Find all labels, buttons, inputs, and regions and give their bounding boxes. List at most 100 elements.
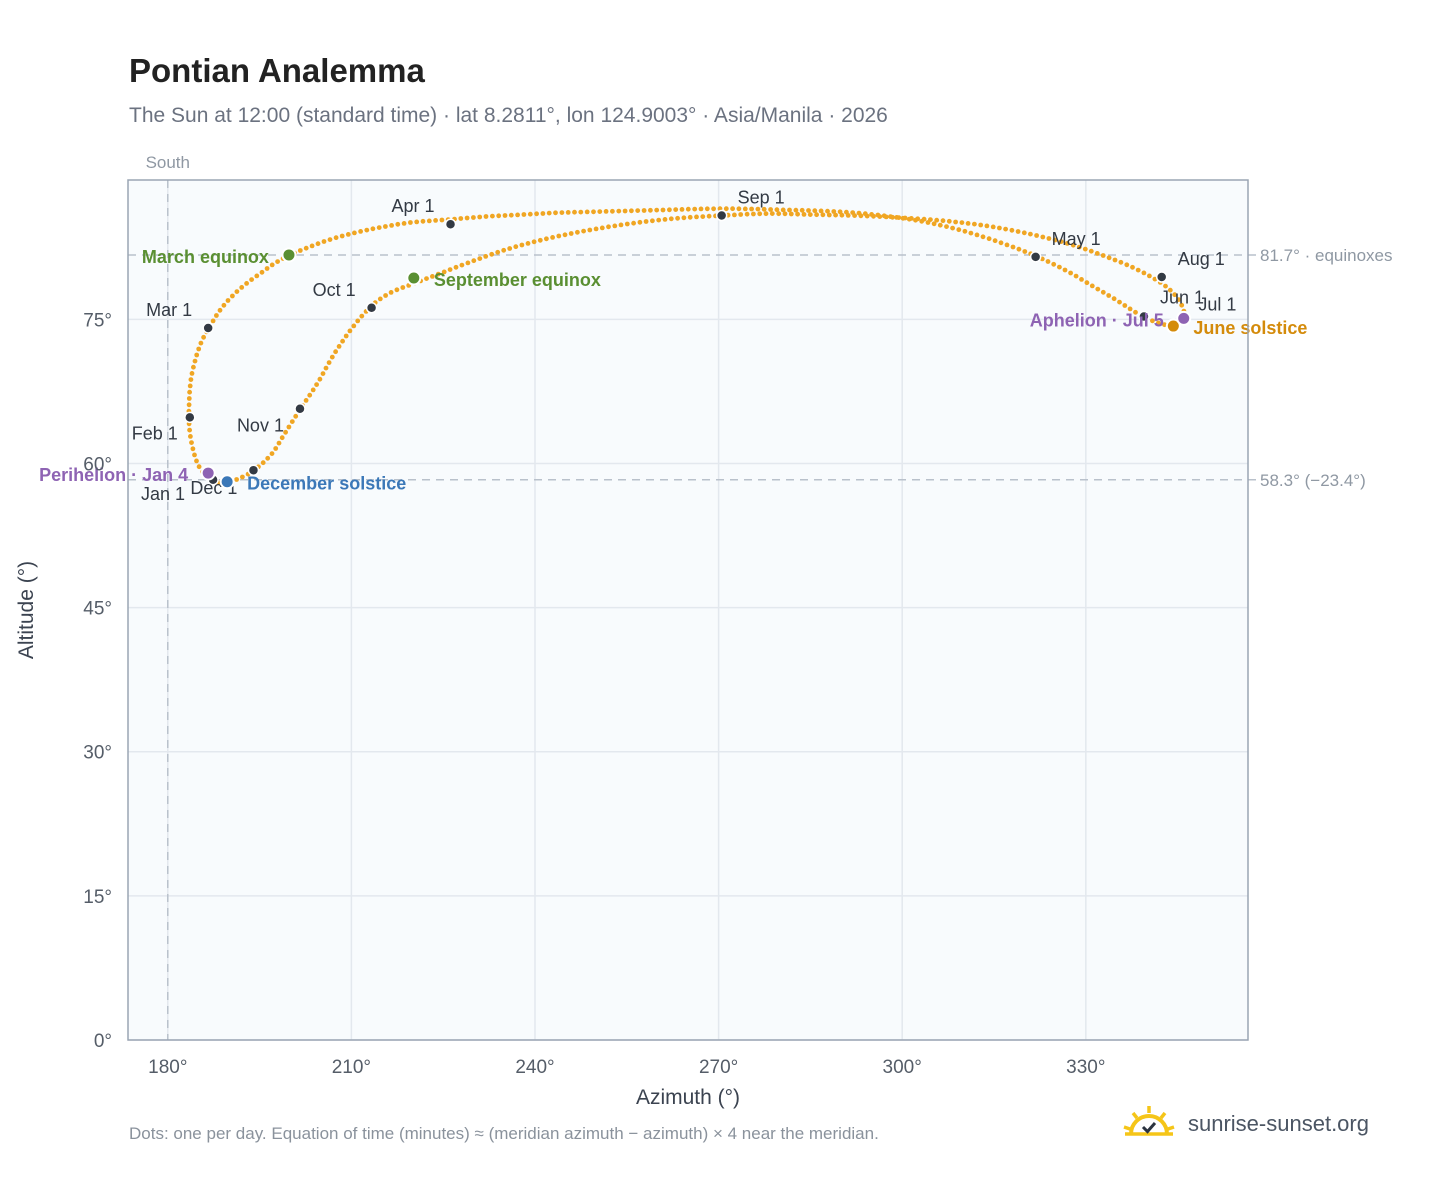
daily-dot: [307, 392, 313, 398]
daily-dot: [283, 429, 288, 435]
daily-dot: [921, 216, 927, 222]
month-marker: [247, 464, 260, 476]
daily-dot: [196, 346, 202, 352]
daily-dot: [186, 396, 192, 401]
daily-dot: [732, 212, 737, 218]
daily-dot: [1095, 286, 1101, 292]
daily-dot: [1079, 277, 1084, 282]
daily-dot: [1004, 242, 1010, 248]
daily-dot: [593, 226, 599, 232]
daily-dot: [768, 207, 773, 212]
daily-dot: [1010, 244, 1016, 250]
daily-dot: [383, 293, 388, 298]
daily-dot: [581, 228, 586, 234]
daily-dot: [1100, 253, 1106, 258]
daily-dot: [1057, 264, 1062, 270]
daily-dot: [546, 210, 552, 216]
daily-dot: [1082, 246, 1088, 252]
daily-dot: [769, 211, 775, 217]
month-label: Nov 1: [237, 416, 284, 436]
daily-dot: [990, 224, 996, 230]
daily-dot: [568, 231, 574, 236]
y-tick-label: 75°: [83, 310, 112, 331]
daily-dot: [477, 256, 483, 261]
daily-dot: [992, 238, 998, 244]
daily-dot: [1009, 227, 1015, 233]
daily-dot: [1003, 226, 1008, 232]
month-marker: [1138, 310, 1150, 323]
x-axis-title: Azimuth (°): [636, 1086, 740, 1109]
daily-dot: [1111, 296, 1117, 302]
daily-dot: [513, 244, 519, 250]
daily-dot: [420, 218, 426, 224]
daily-dot: [336, 344, 342, 349]
daily-dot: [273, 446, 279, 451]
daily-dot: [323, 365, 329, 371]
daily-dot: [584, 209, 590, 215]
daily-dot: [286, 424, 292, 430]
daily-dot: [370, 226, 376, 232]
daily-dot: [1028, 231, 1033, 237]
month-label: Jan 1: [141, 484, 185, 504]
daily-dot: [799, 207, 805, 213]
daily-dot: [660, 207, 666, 213]
month-marker: [365, 302, 378, 314]
daily-dot: [1076, 244, 1082, 250]
daily-dot: [986, 236, 992, 242]
daily-dot: [1046, 236, 1052, 241]
brand-logo[interactable]: sunrise-sunset.org: [1122, 1104, 1369, 1144]
daily-dot: [471, 215, 476, 220]
daily-dot: [269, 451, 275, 456]
daily-dot: [814, 212, 819, 218]
x-tick-label: 270°: [699, 1057, 738, 1078]
daily-dot: [326, 360, 332, 365]
daily-dot: [214, 313, 219, 318]
daily-dot: [648, 207, 653, 213]
daily-dot: [998, 240, 1004, 246]
daily-dot: [388, 290, 394, 295]
daily-dot: [761, 206, 767, 212]
daily-dot: [1106, 255, 1112, 261]
chart-subtitle: The Sun at 12:00 (standard time) · lat 8…: [129, 104, 888, 127]
x-tick-label: 330°: [1066, 1057, 1105, 1078]
month-label: Feb 1: [132, 423, 178, 443]
daily-dot: [736, 206, 742, 212]
daily-dot: [909, 216, 914, 221]
daily-dot: [616, 208, 622, 214]
event-label: March equinox: [142, 247, 269, 267]
daily-dot: [321, 239, 327, 244]
daily-dot: [1124, 262, 1130, 268]
daily-dot: [685, 206, 691, 212]
daily-dot: [519, 242, 525, 248]
daily-dot: [972, 221, 977, 227]
daily-dot: [1167, 287, 1173, 293]
daily-dot: [1118, 259, 1124, 265]
daily-dot: [249, 277, 255, 282]
daily-dot: [700, 214, 706, 220]
daily-dot: [1141, 270, 1147, 276]
daily-dot: [464, 215, 470, 221]
daily-dot: [264, 266, 270, 271]
daily-dot: [1084, 280, 1090, 286]
daily-dot: [825, 208, 830, 214]
daily-dot: [303, 398, 309, 403]
y-tick-label: 60°: [83, 454, 112, 475]
event-marker: [200, 465, 216, 481]
daily-dot: [540, 211, 546, 216]
event-marker: [406, 270, 422, 286]
chart-title: Pontian Analemma: [129, 52, 425, 89]
daily-dot: [531, 239, 537, 245]
daily-dot: [698, 206, 704, 212]
daily-dot: [953, 219, 958, 225]
daily-dot: [742, 206, 748, 212]
daily-dot: [606, 224, 611, 230]
daily-dot: [439, 217, 445, 223]
month-marker: [294, 402, 306, 415]
daily-dot: [508, 212, 514, 218]
month-marker: [444, 218, 457, 230]
daily-dot: [364, 227, 370, 233]
daily-dot: [1150, 318, 1155, 324]
daily-dot: [459, 262, 465, 268]
event-markers: March equinox September equinox June solst…: [39, 247, 1307, 494]
daily-dot: [839, 212, 845, 218]
